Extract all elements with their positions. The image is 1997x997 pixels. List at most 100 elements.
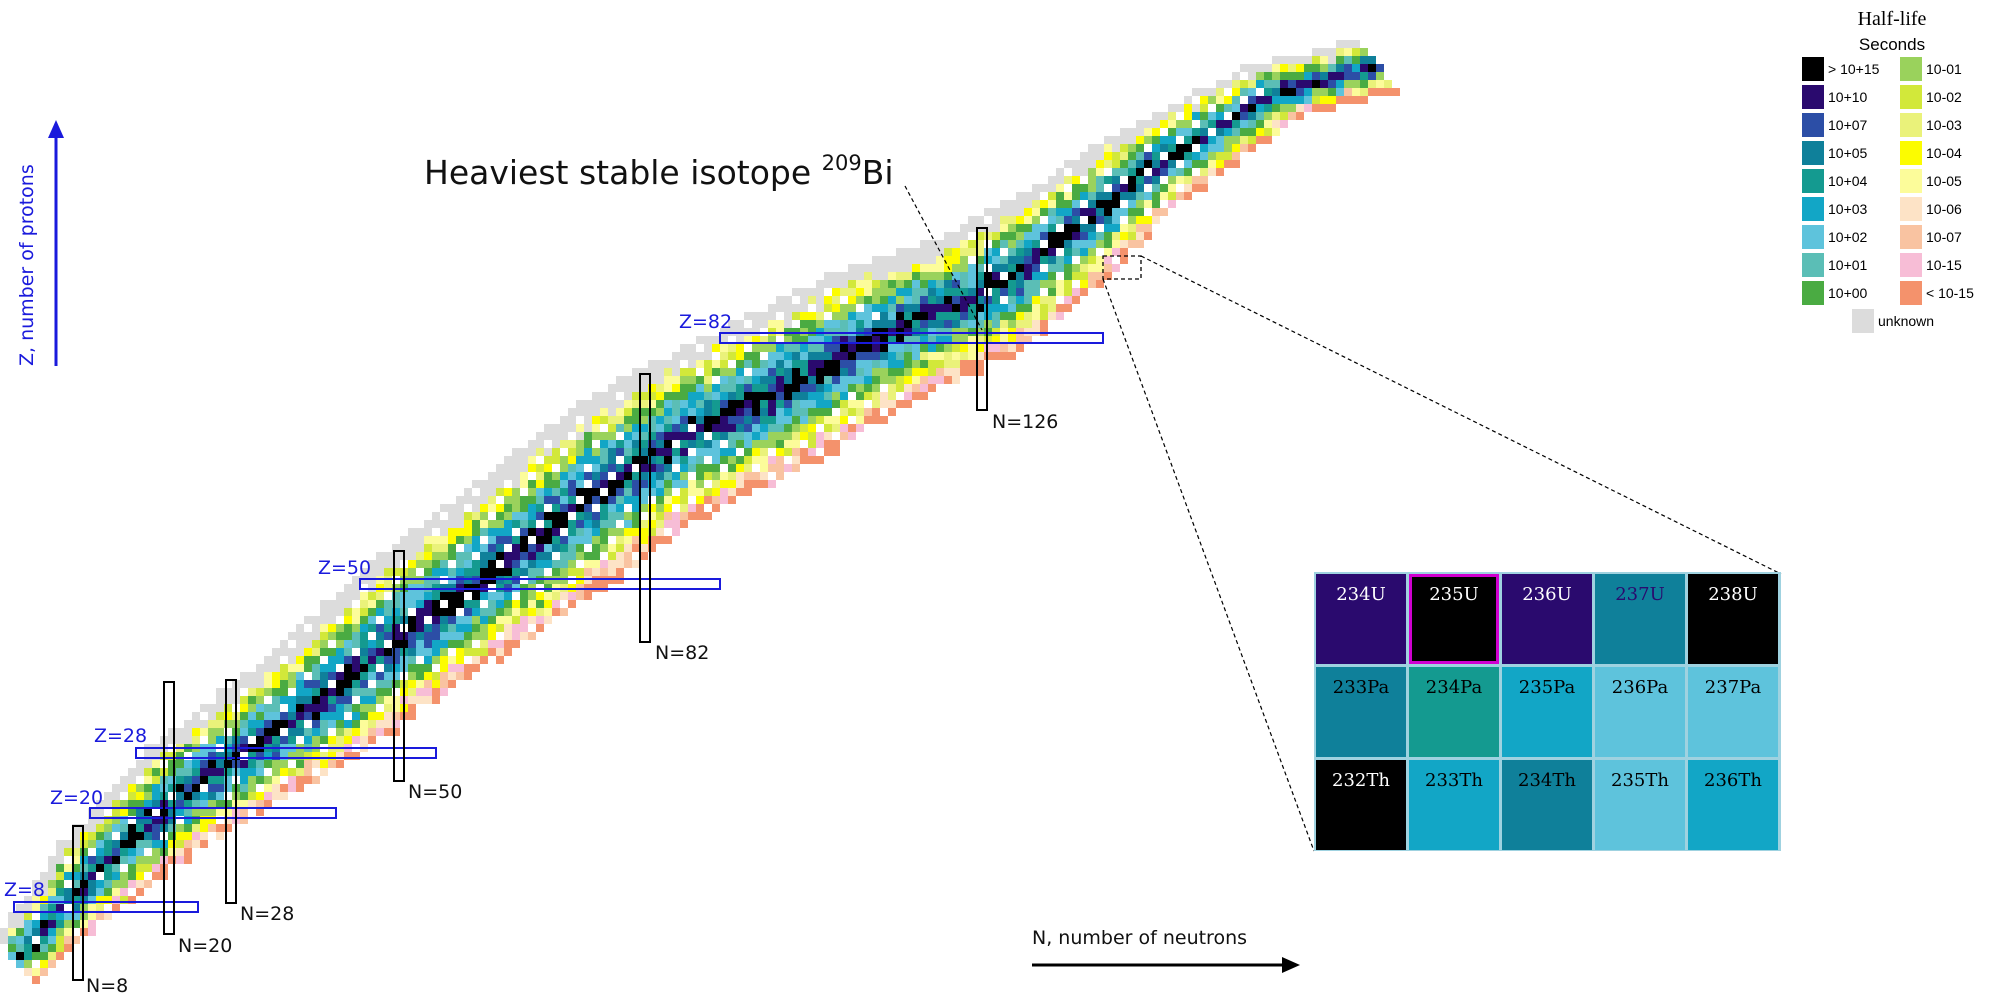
nuclide-cell — [584, 520, 592, 528]
nuclide-cell — [8, 912, 16, 920]
nuclide-cell — [752, 472, 760, 480]
nuclide-cell — [248, 760, 256, 768]
legend-label: 10+00 — [1828, 285, 1868, 301]
nuclide-cell — [376, 688, 384, 696]
z-28-label: Z=28 — [94, 725, 147, 747]
nuclide-cell — [952, 272, 960, 280]
nuclide-cell — [1168, 104, 1176, 112]
nuclide-cell — [312, 688, 320, 696]
nuclide-cell — [248, 776, 256, 784]
nuclide-cell — [1168, 112, 1176, 120]
nuclide-cell — [808, 376, 816, 384]
nuclide-cell — [104, 896, 112, 904]
nuclide-cell — [752, 408, 760, 416]
nuclide-cell — [1184, 128, 1192, 136]
nuclide-cell — [1208, 88, 1216, 96]
nuclide-cell — [816, 408, 824, 416]
nuclide-cell — [416, 680, 424, 688]
nuclide-cell — [552, 568, 560, 576]
nuclide-cell — [24, 944, 32, 952]
nuclide-cell — [1040, 208, 1048, 216]
nuclide-cell — [816, 288, 824, 296]
nuclide-cell — [176, 792, 184, 800]
nuclide-cell — [456, 552, 464, 560]
nuclide-cell — [1296, 56, 1304, 64]
nuclide-cell — [328, 760, 336, 768]
nuclide-cell — [1152, 176, 1160, 184]
nuclide-cell — [944, 264, 952, 272]
nuclide-cell — [200, 808, 208, 816]
nuclide-cell — [88, 832, 96, 840]
nuclide-cell — [1000, 288, 1008, 296]
nuclide-cell — [136, 888, 144, 896]
nuclide-cell — [8, 928, 16, 936]
nuclide-cell — [648, 448, 656, 456]
nuclide-cell — [944, 360, 952, 368]
nuclide-cell — [536, 552, 544, 560]
nuclide-cell — [696, 376, 704, 384]
nuclide-cell — [256, 776, 264, 784]
nuclide-cell — [608, 392, 616, 400]
nuclide-cell — [600, 536, 608, 544]
nuclide-cell — [1200, 152, 1208, 160]
nuclide-cell — [424, 640, 432, 648]
nuclide-cell — [216, 792, 224, 800]
legend-entry: 10-06 — [1900, 197, 1962, 221]
nuclide-cell — [776, 368, 784, 376]
nuclide-cell — [1016, 336, 1024, 344]
nuclide-cell — [208, 760, 216, 768]
nuclide-cell — [32, 952, 40, 960]
nuclide-cell — [640, 440, 648, 448]
nuclide-cell — [448, 616, 456, 624]
nuclide-cell — [512, 488, 520, 496]
nuclide-cell — [816, 376, 824, 384]
nuclide-cell — [904, 400, 912, 408]
nuclide-cell — [656, 376, 664, 384]
nuclide-cell — [200, 776, 208, 784]
nuclide-cell — [896, 296, 904, 304]
nuclide-cell — [472, 528, 480, 536]
nuclide-cell — [640, 400, 648, 408]
nuclide-cell — [184, 784, 192, 792]
nuclide-cell — [1344, 40, 1352, 48]
nuclide-cell — [1160, 192, 1168, 200]
nuclide-cell — [504, 528, 512, 536]
nuclide-cell — [488, 536, 496, 544]
nuclide-cell — [1032, 240, 1040, 248]
nuclide-cell — [800, 432, 808, 440]
nuclide-cell — [384, 616, 392, 624]
nuclide-cell — [96, 840, 104, 848]
nuclide-cell — [416, 648, 424, 656]
nuclide-cell — [1048, 208, 1056, 216]
nuclide-cell — [296, 632, 304, 640]
nuclide-cell — [608, 544, 616, 552]
nuclide-cell — [856, 400, 864, 408]
nuclide-cell — [72, 832, 80, 840]
nuclide-cell — [24, 896, 32, 904]
nuclide-cell — [464, 624, 472, 632]
nuclide-cell — [1088, 192, 1096, 200]
nuclide-cell — [344, 584, 352, 592]
nuclide-cell — [488, 640, 496, 648]
nuclide-cell — [656, 520, 664, 528]
nuclide-cell — [904, 352, 912, 360]
nuclide-cell — [304, 736, 312, 744]
nuclide-cell — [360, 632, 368, 640]
nuclide-cell — [1224, 120, 1232, 128]
nuclide-cell — [840, 352, 848, 360]
nuclide-cell — [344, 736, 352, 744]
nuclide-cell — [640, 464, 648, 472]
nuclide-cell — [848, 368, 856, 376]
nuclide-cell — [712, 448, 720, 456]
nuclide-cell — [176, 832, 184, 840]
nuclide-cell — [656, 456, 664, 464]
nuclide-cell — [64, 848, 72, 856]
nuclide-cell — [352, 584, 360, 592]
nuclide-cell — [104, 880, 112, 888]
nuclide-cell — [992, 352, 1000, 360]
nuclide-cell — [720, 384, 728, 392]
nuclide-cell — [632, 512, 640, 520]
nuclide-cell — [280, 768, 288, 776]
nuclide-cell — [120, 800, 128, 808]
nuclide-cell — [312, 616, 320, 624]
